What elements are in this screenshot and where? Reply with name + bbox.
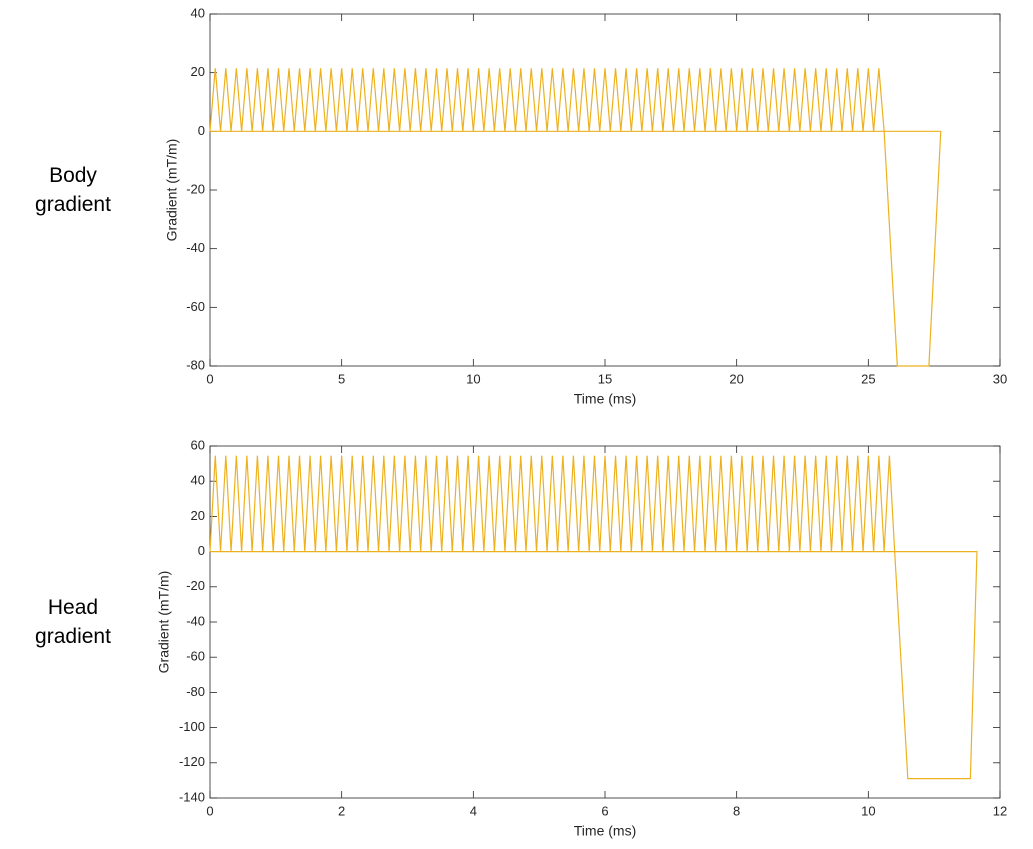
row-label: Head gradient: [35, 596, 111, 648]
x-axis-label: Time (ms): [574, 823, 636, 839]
x-tick-label: 2: [338, 803, 345, 818]
y-tick-label: 40: [191, 5, 205, 20]
x-tick-label: 4: [470, 803, 477, 818]
data-line: [209, 68, 942, 367]
y-tick-label: 0: [198, 543, 205, 558]
x-tick-label: 25: [861, 371, 875, 386]
x-tick-label: 0: [206, 803, 213, 818]
plot-area: [209, 13, 1001, 367]
y-tick-label: -20: [186, 181, 205, 196]
x-tick-label: 8: [733, 803, 740, 818]
y-tick-label: 20: [191, 508, 205, 523]
x-tick-label: 15: [598, 371, 612, 386]
y-tick-label: -40: [186, 613, 205, 628]
x-tick-label: 0: [206, 371, 213, 386]
plot-area: [209, 445, 1001, 799]
y-axis-label: Gradient (mT/m): [164, 139, 180, 242]
x-tick-label: 30: [993, 371, 1007, 386]
y-tick-label: -100: [179, 719, 205, 734]
y-tick-label: -120: [179, 754, 205, 769]
x-tick-label: 5: [338, 371, 345, 386]
x-tick-label: 12: [993, 803, 1007, 818]
y-axis-label: Gradient (mT/m): [156, 571, 172, 674]
x-tick-label: 6: [601, 803, 608, 818]
x-tick-label: 10: [466, 371, 480, 386]
x-tick-label: 10: [861, 803, 875, 818]
y-tick-label: -40: [186, 240, 205, 255]
y-tick-label: -60: [186, 299, 205, 314]
y-tick-label: -140: [179, 789, 205, 804]
x-axis-label: Time (ms): [574, 391, 636, 407]
y-tick-label: 60: [191, 437, 205, 452]
y-tick-label: -20: [186, 578, 205, 593]
data-line: [209, 455, 978, 780]
y-tick-label: 0: [198, 123, 205, 138]
y-tick-label: 20: [191, 64, 205, 79]
y-tick-label: 40: [191, 473, 205, 488]
row-label: Body gradient: [35, 164, 111, 216]
y-tick-label: -80: [186, 684, 205, 699]
y-tick-label: -80: [186, 357, 205, 372]
x-tick-label: 20: [729, 371, 743, 386]
y-tick-label: -60: [186, 649, 205, 664]
